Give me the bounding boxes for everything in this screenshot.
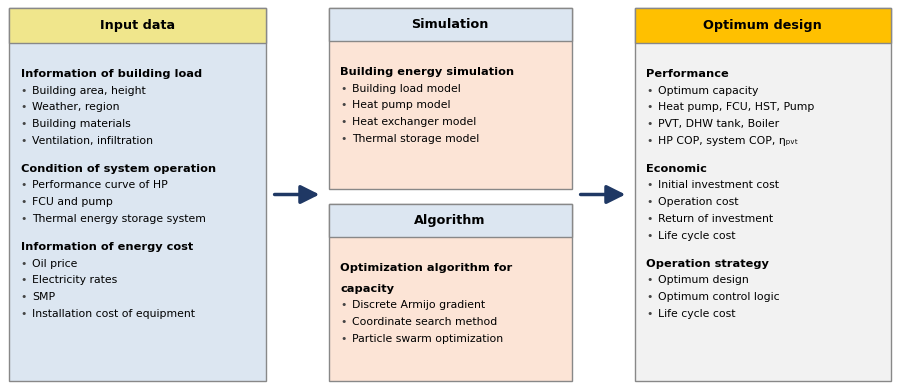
Text: HP COP, system COP, ηₚᵥₜ: HP COP, system COP, ηₚᵥₜ	[658, 136, 798, 146]
Text: •: •	[646, 214, 652, 224]
Text: Optimum capacity: Optimum capacity	[658, 86, 759, 96]
Bar	[328, 8, 572, 41]
Text: •: •	[340, 134, 346, 144]
Text: Coordinate search method: Coordinate search method	[352, 317, 497, 327]
Text: Weather, region: Weather, region	[32, 102, 120, 112]
Text: Installation cost of equipment: Installation cost of equipment	[32, 309, 195, 319]
Text: Electricity rates: Electricity rates	[32, 275, 118, 286]
Text: Thermal storage model: Thermal storage model	[352, 134, 479, 144]
Text: •: •	[21, 214, 27, 224]
Text: Particle swarm optimization: Particle swarm optimization	[352, 334, 503, 344]
Text: Ventilation, infiltration: Ventilation, infiltration	[32, 136, 153, 146]
Text: Information of energy cost: Information of energy cost	[21, 242, 193, 252]
Text: FCU and pump: FCU and pump	[32, 197, 113, 207]
Bar	[328, 204, 572, 237]
Text: •: •	[646, 231, 652, 241]
Text: Heat pump, FCU, HST, Pump: Heat pump, FCU, HST, Pump	[658, 102, 814, 112]
Text: Performance: Performance	[646, 69, 729, 79]
Text: Condition of system operation: Condition of system operation	[21, 164, 216, 174]
Text: Return of investment: Return of investment	[658, 214, 773, 224]
Text: •: •	[21, 309, 27, 319]
Text: •: •	[21, 259, 27, 269]
Text: capacity: capacity	[340, 284, 394, 294]
Text: •: •	[340, 317, 346, 327]
Text: •: •	[646, 275, 652, 286]
Text: •: •	[646, 136, 652, 146]
Text: Operation strategy: Operation strategy	[646, 259, 770, 269]
Text: •: •	[21, 292, 27, 302]
Text: •: •	[340, 300, 346, 310]
Text: Optimum design: Optimum design	[658, 275, 749, 286]
Text: •: •	[21, 275, 27, 286]
Text: •: •	[21, 102, 27, 112]
Text: Oil price: Oil price	[32, 259, 77, 269]
Text: •: •	[21, 119, 27, 129]
Text: •: •	[340, 84, 346, 94]
Text: •: •	[21, 136, 27, 146]
Text: Performance curve of HP: Performance curve of HP	[32, 180, 168, 191]
Text: •: •	[646, 309, 652, 319]
Text: Heat exchanger model: Heat exchanger model	[352, 117, 476, 127]
Text: Initial investment cost: Initial investment cost	[658, 180, 778, 191]
Text: Thermal energy storage system: Thermal energy storage system	[32, 214, 206, 224]
Bar	[634, 8, 891, 381]
Text: Optimum control logic: Optimum control logic	[658, 292, 779, 302]
Text: Building area, height: Building area, height	[32, 86, 146, 96]
Text: Simulation: Simulation	[411, 18, 489, 31]
Text: Algorithm: Algorithm	[414, 214, 486, 227]
Text: •: •	[646, 180, 652, 191]
Text: •: •	[646, 102, 652, 112]
Text: •: •	[21, 180, 27, 191]
Bar	[9, 8, 266, 381]
Text: •: •	[646, 292, 652, 302]
Text: •: •	[21, 86, 27, 96]
Text: •: •	[646, 86, 652, 96]
Text: •: •	[340, 117, 346, 127]
Bar	[328, 8, 572, 189]
Text: •: •	[646, 197, 652, 207]
Bar	[328, 204, 572, 381]
Text: Building energy simulation: Building energy simulation	[340, 67, 514, 77]
Text: Life cycle cost: Life cycle cost	[658, 231, 735, 241]
Text: PVT, DHW tank, Boiler: PVT, DHW tank, Boiler	[658, 119, 779, 129]
Bar	[9, 8, 266, 43]
Text: Information of building load: Information of building load	[21, 69, 202, 79]
Text: Building materials: Building materials	[32, 119, 131, 129]
Text: Optimum design: Optimum design	[704, 19, 822, 32]
Text: Input data: Input data	[100, 19, 175, 32]
Text: Operation cost: Operation cost	[658, 197, 738, 207]
Text: •: •	[21, 197, 27, 207]
Text: Economic: Economic	[646, 164, 707, 174]
Text: Life cycle cost: Life cycle cost	[658, 309, 735, 319]
Text: •: •	[646, 119, 652, 129]
Bar	[634, 8, 891, 43]
Text: SMP: SMP	[32, 292, 56, 302]
Text: •: •	[340, 334, 346, 344]
Text: Optimization algorithm for: Optimization algorithm for	[340, 263, 512, 273]
Text: Discrete Armijo gradient: Discrete Armijo gradient	[352, 300, 485, 310]
Text: Heat pump model: Heat pump model	[352, 100, 450, 110]
Text: •: •	[340, 100, 346, 110]
Text: Building load model: Building load model	[352, 84, 461, 94]
